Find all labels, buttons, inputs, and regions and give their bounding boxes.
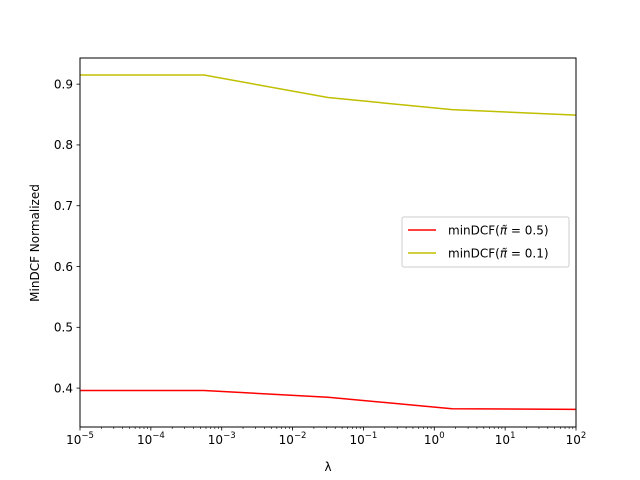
y-axis: 0.4 0.5 0.6 0.7 0.8 0.9 — [54, 77, 80, 395]
y-tick-label: 0.6 — [54, 260, 73, 274]
y-tick-label: 0.9 — [54, 77, 73, 91]
x-tick-label: 10−2 — [279, 431, 307, 447]
x-tick-label: 10−5 — [66, 431, 94, 447]
legend: minDCF(π̃ = 0.5) minDCF(π̃ = 0.1) — [401, 216, 570, 268]
y-tick-label: 0.5 — [54, 321, 73, 335]
legend-label-pi-0.5: minDCF(π̃ = 0.5) — [448, 224, 549, 238]
y-tick-label: 0.7 — [54, 199, 73, 213]
x-tick-label: 102 — [566, 431, 587, 447]
y-axis-label: MinDCF Normalized — [28, 184, 42, 302]
y-tick-label: 0.8 — [54, 138, 73, 152]
legend-box — [401, 216, 570, 268]
legend-label-pi-0.1: minDCF(π̃ = 0.1) — [448, 247, 549, 261]
y-tick-label: 0.4 — [54, 381, 73, 395]
x-tick-label: 100 — [424, 431, 445, 447]
x-tick-label: 101 — [495, 431, 516, 447]
series-line-1 — [80, 74, 577, 116]
x-tick-label: 10−1 — [350, 431, 378, 447]
x-tick-label: 10−3 — [208, 431, 236, 447]
plot-area-frame — [79, 57, 577, 428]
plot-lines — [80, 74, 577, 411]
pi-tilde-symbol: π̃ — [500, 224, 508, 238]
x-tick-label: 10−4 — [137, 431, 165, 447]
pi-tilde-symbol: π̃ — [500, 247, 508, 261]
x-axis-label: λ — [324, 460, 331, 474]
series-line-0 — [80, 389, 577, 411]
x-axis: 10−5 10−4 10−3 10−2 10−1 100 101 102 — [66, 427, 586, 447]
